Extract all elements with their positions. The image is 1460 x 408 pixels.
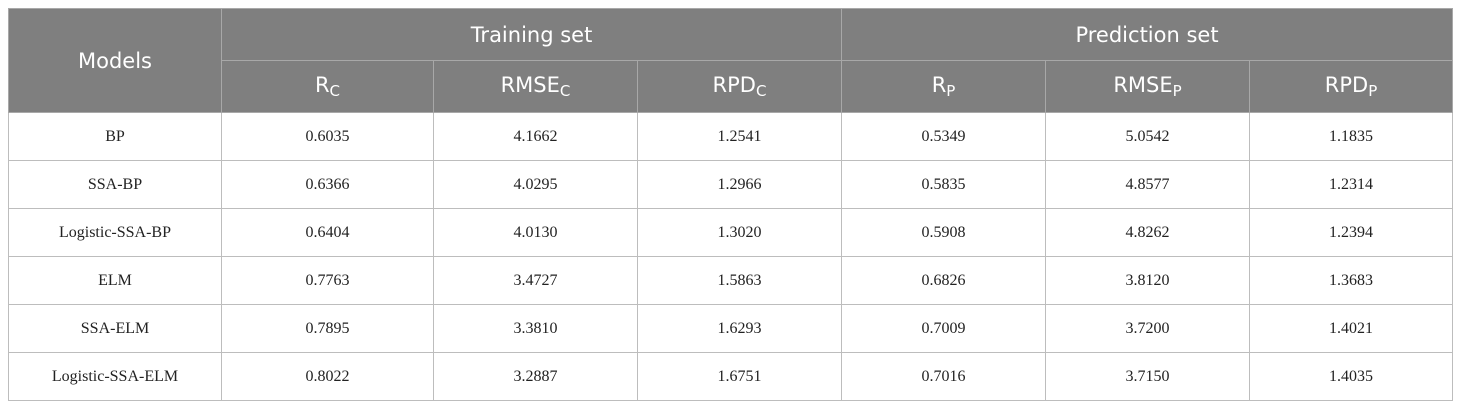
header-cell: Prediction set: [841, 8, 1454, 61]
header-subscript: C: [755, 82, 767, 100]
header-main: R: [931, 73, 947, 97]
header-main: R: [314, 73, 330, 97]
table-row: BP 0.6035 4.1662 1.2541 0.5349 5.0542 1.1835: [8, 112, 1454, 161]
metric-value: 0.6404: [221, 208, 434, 257]
model-name: Logistic-SSA-ELM: [8, 352, 222, 401]
metric-value: 0.7016: [841, 352, 1047, 401]
metric-value: 0.6035: [221, 112, 434, 161]
metric-value: 4.0130: [433, 208, 638, 257]
header-main: RMSE: [1113, 73, 1173, 97]
metric-value: 1.5863: [636, 256, 843, 305]
header-main: RMSE: [500, 73, 560, 97]
metric-value: 5.0542: [1045, 112, 1251, 161]
model-name: Logistic-SSA-BP: [8, 208, 222, 257]
table-row: Logistic-SSA-BP 0.6404 4.0130 1.3020 0.5908 4…: [8, 208, 1454, 257]
metric-value: 0.7895: [221, 304, 434, 353]
metric-value: 0.6826: [841, 256, 1047, 305]
metric-value: 0.6366: [221, 160, 434, 209]
header-cell: RP: [841, 60, 1047, 113]
metric-value: 1.2314: [1249, 160, 1454, 209]
model-name: SSA-BP: [8, 160, 222, 209]
metric-value: 1.3020: [636, 208, 843, 257]
model-name: ELM: [8, 256, 222, 305]
metric-value: 3.3810: [433, 304, 638, 353]
metric-value: 0.5908: [841, 208, 1047, 257]
metric-value: 1.2541: [636, 112, 843, 161]
metric-value: 3.2887: [433, 352, 638, 401]
metric-value: 4.0295: [433, 160, 638, 209]
metric-value: 4.8577: [1045, 160, 1251, 209]
header-subscript: P: [1368, 82, 1378, 100]
model-name: SSA-ELM: [8, 304, 222, 353]
table-header: Models Training set Prediction set RC RMSEC R…: [8, 8, 1454, 113]
metric-value: 1.3683: [1249, 256, 1454, 305]
table-container: Models Training set Prediction set RC RMSEC R…: [8, 8, 1454, 401]
header-row: Models Training set Prediction set: [8, 8, 1454, 113]
header-main: RPD: [1324, 73, 1369, 97]
header-subscript: C: [329, 82, 341, 100]
header-cell: RPDC: [636, 60, 843, 113]
header-subscript: P: [1172, 82, 1182, 100]
table-body: BP 0.6035 4.1662 1.2541 0.5349 5.0542 1.1835 SS…: [8, 112, 1454, 401]
metric-value: 3.8120: [1045, 256, 1251, 305]
header-cell: RMSEC: [433, 60, 638, 113]
header-cell: Models: [8, 8, 222, 113]
metric-value: 3.7200: [1045, 304, 1251, 353]
metric-value: 4.8262: [1045, 208, 1251, 257]
metric-value: 1.4035: [1249, 352, 1454, 401]
metric-value: 3.7150: [1045, 352, 1251, 401]
table-row: SSA-ELM 0.7895 3.3810 1.6293 0.7009 3.7200 1.4…: [8, 304, 1454, 353]
table-row: Logistic-SSA-ELM 0.8022 3.2887 1.6751 0.7016…: [8, 352, 1454, 401]
metric-value: 1.6293: [636, 304, 843, 353]
header-cell: Training set: [220, 8, 843, 61]
metric-value: 0.8022: [221, 352, 434, 401]
metric-value: 0.5349: [841, 112, 1047, 161]
metric-value: 1.2394: [1249, 208, 1454, 257]
metric-value: 0.5835: [841, 160, 1047, 209]
metric-value: 1.2966: [636, 160, 843, 209]
results-table: Models Training set Prediction set RC RMSEC R…: [8, 8, 1454, 401]
metric-value: 4.1662: [433, 112, 638, 161]
header-subscript: P: [946, 82, 956, 100]
header-row: RC RMSEC RPDC RP RMSEP RPDP: [9, 60, 1454, 113]
metric-value: 3.4727: [433, 256, 638, 305]
table-row: SSA-BP 0.6366 4.0295 1.2966 0.5835 4.8577 1.23…: [8, 160, 1454, 209]
header-main: RPD: [712, 73, 756, 97]
metric-value: 1.6751: [636, 352, 843, 401]
header-cell: RC: [221, 60, 434, 113]
metric-value: 1.4021: [1249, 304, 1454, 353]
metric-value: 0.7009: [841, 304, 1047, 353]
metric-value: 1.1835: [1249, 112, 1454, 161]
metric-value: 0.7763: [221, 256, 434, 305]
header-cell: RMSEP: [1045, 60, 1251, 113]
model-name: BP: [8, 112, 222, 161]
table-row: ELM 0.7763 3.4727 1.5863 0.6826 3.8120 1.3683: [8, 256, 1454, 305]
header-subscript: C: [559, 82, 571, 100]
header-cell: RPDP: [1249, 60, 1454, 113]
